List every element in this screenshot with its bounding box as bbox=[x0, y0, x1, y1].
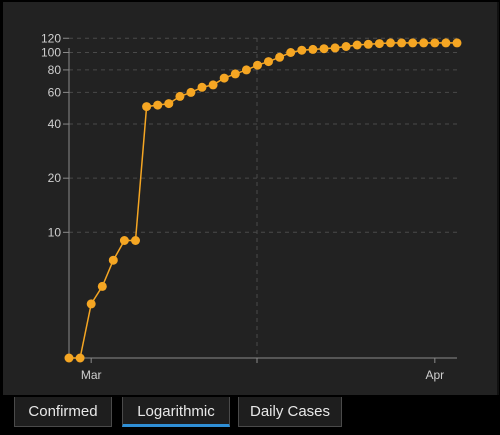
data-point-12 bbox=[197, 82, 207, 92]
data-point-8 bbox=[153, 100, 163, 110]
data-point-31 bbox=[408, 38, 418, 48]
tab-logarithmic-label: Logarithmic bbox=[137, 403, 215, 420]
data-point-18 bbox=[264, 57, 273, 67]
data-point-25 bbox=[341, 42, 351, 51]
x-tick-label-apr: Apr bbox=[425, 368, 444, 382]
data-point-9 bbox=[164, 99, 174, 109]
data-point-27 bbox=[363, 39, 373, 49]
data-point-35 bbox=[452, 38, 462, 48]
data-point-3 bbox=[97, 281, 107, 291]
data-point-33 bbox=[430, 38, 440, 48]
tab-confirmed[interactable]: Confirmed bbox=[14, 397, 112, 427]
y-tick-label-80: 80 bbox=[48, 63, 62, 77]
data-point-30 bbox=[397, 38, 407, 48]
data-point-16 bbox=[241, 65, 251, 75]
data-point-22 bbox=[308, 44, 318, 54]
data-point-11 bbox=[186, 87, 196, 97]
tab-logarithmic[interactable]: Logarithmic bbox=[122, 397, 230, 427]
data-point-1 bbox=[75, 353, 85, 363]
tab-daily-cases-label: Daily Cases bbox=[249, 403, 331, 420]
tab-daily-cases[interactable]: Daily Cases bbox=[238, 397, 342, 427]
data-point-28 bbox=[374, 39, 384, 49]
data-point-20 bbox=[286, 48, 296, 57]
data-point-24 bbox=[330, 43, 340, 53]
data-point-21 bbox=[297, 45, 307, 55]
data-point-2 bbox=[86, 299, 96, 309]
chart-panel: 10 20 40 60 80 100 120 Mar Apr bbox=[3, 2, 499, 395]
y-tick-label-20: 20 bbox=[48, 171, 62, 185]
data-point-5 bbox=[119, 236, 129, 245]
y-tick-label-100: 100 bbox=[41, 45, 61, 59]
data-point-17 bbox=[253, 60, 262, 70]
data-point-23 bbox=[319, 44, 329, 54]
data-point-32 bbox=[419, 38, 429, 48]
data-point-15 bbox=[230, 69, 240, 79]
data-point-10 bbox=[175, 91, 185, 101]
data-point-13 bbox=[208, 80, 218, 90]
data-point-26 bbox=[352, 40, 362, 50]
data-point-6 bbox=[131, 236, 140, 245]
data-point-4 bbox=[108, 255, 118, 265]
data-point-29 bbox=[386, 38, 395, 48]
data-point-34 bbox=[441, 38, 451, 48]
data-point-0 bbox=[64, 353, 74, 363]
series-line bbox=[69, 42, 457, 359]
y-tick-label-60: 60 bbox=[48, 85, 62, 99]
y-tick-label-120: 120 bbox=[41, 31, 61, 45]
data-point-7 bbox=[142, 102, 152, 112]
y-tick-label-40: 40 bbox=[48, 117, 62, 131]
y-tick-label-10: 10 bbox=[48, 225, 62, 239]
tab-confirmed-label: Confirmed bbox=[28, 403, 98, 420]
x-tick-label-mar: Mar bbox=[81, 368, 102, 382]
data-point-14 bbox=[219, 73, 229, 83]
chart-tabs: Confirmed Logarithmic Daily Cases bbox=[0, 395, 500, 435]
data-point-19 bbox=[275, 52, 285, 62]
